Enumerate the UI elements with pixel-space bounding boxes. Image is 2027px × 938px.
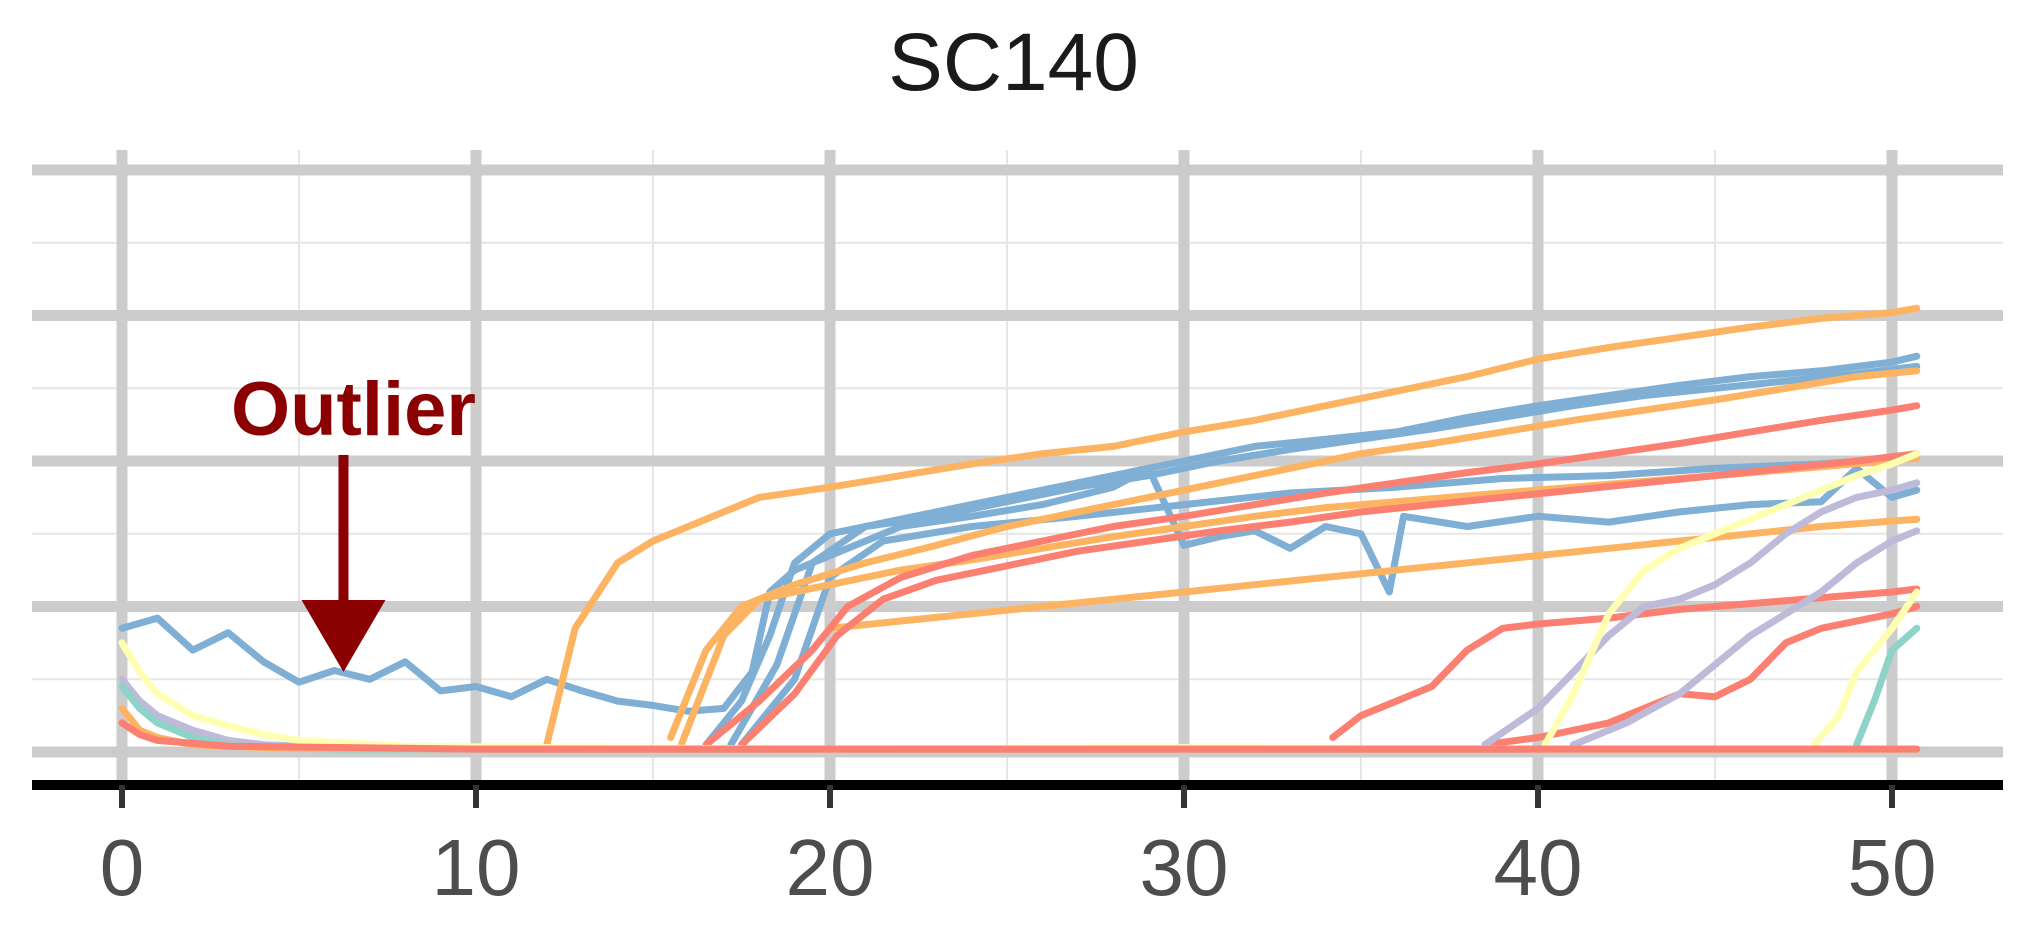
outlier-annotation: Outlier bbox=[231, 367, 476, 672]
series-line-16 bbox=[1541, 450, 1921, 749]
series-line-14 bbox=[1569, 527, 1921, 749]
x-tick-label: 10 bbox=[432, 823, 521, 912]
series-line-6 bbox=[667, 367, 1921, 741]
series-line-18 bbox=[118, 639, 1921, 753]
series-line-13 bbox=[1481, 479, 1921, 749]
series-line-10 bbox=[738, 450, 1921, 749]
series-line-22 bbox=[118, 719, 1921, 753]
chart-title: SC140 bbox=[888, 17, 1139, 108]
minor-grid bbox=[32, 150, 2003, 785]
x-tick-label: 30 bbox=[1140, 823, 1229, 912]
x-tick-label: 50 bbox=[1848, 823, 1937, 912]
annotation-arrow-head bbox=[301, 600, 386, 672]
x-tick-label: 20 bbox=[786, 823, 875, 912]
x-tick-label: 0 bbox=[100, 823, 145, 912]
series-line-19 bbox=[1853, 624, 1921, 749]
series-line-17 bbox=[1810, 588, 1921, 749]
series-line-9 bbox=[702, 402, 1921, 749]
series-lines bbox=[118, 304, 1921, 753]
series-line-20 bbox=[118, 683, 1921, 753]
x-tick-label: 40 bbox=[1494, 823, 1583, 912]
series-line-12 bbox=[1481, 603, 1921, 749]
series-line-2 bbox=[702, 352, 1921, 749]
annotation-label: Outlier bbox=[231, 367, 476, 452]
series-line-11 bbox=[1329, 585, 1921, 741]
series-line-3 bbox=[727, 362, 1921, 749]
series-line-1 bbox=[118, 464, 1921, 715]
x-axis: 0 10 20 30 40 50 bbox=[32, 780, 2003, 912]
series-line-5 bbox=[543, 304, 1921, 749]
